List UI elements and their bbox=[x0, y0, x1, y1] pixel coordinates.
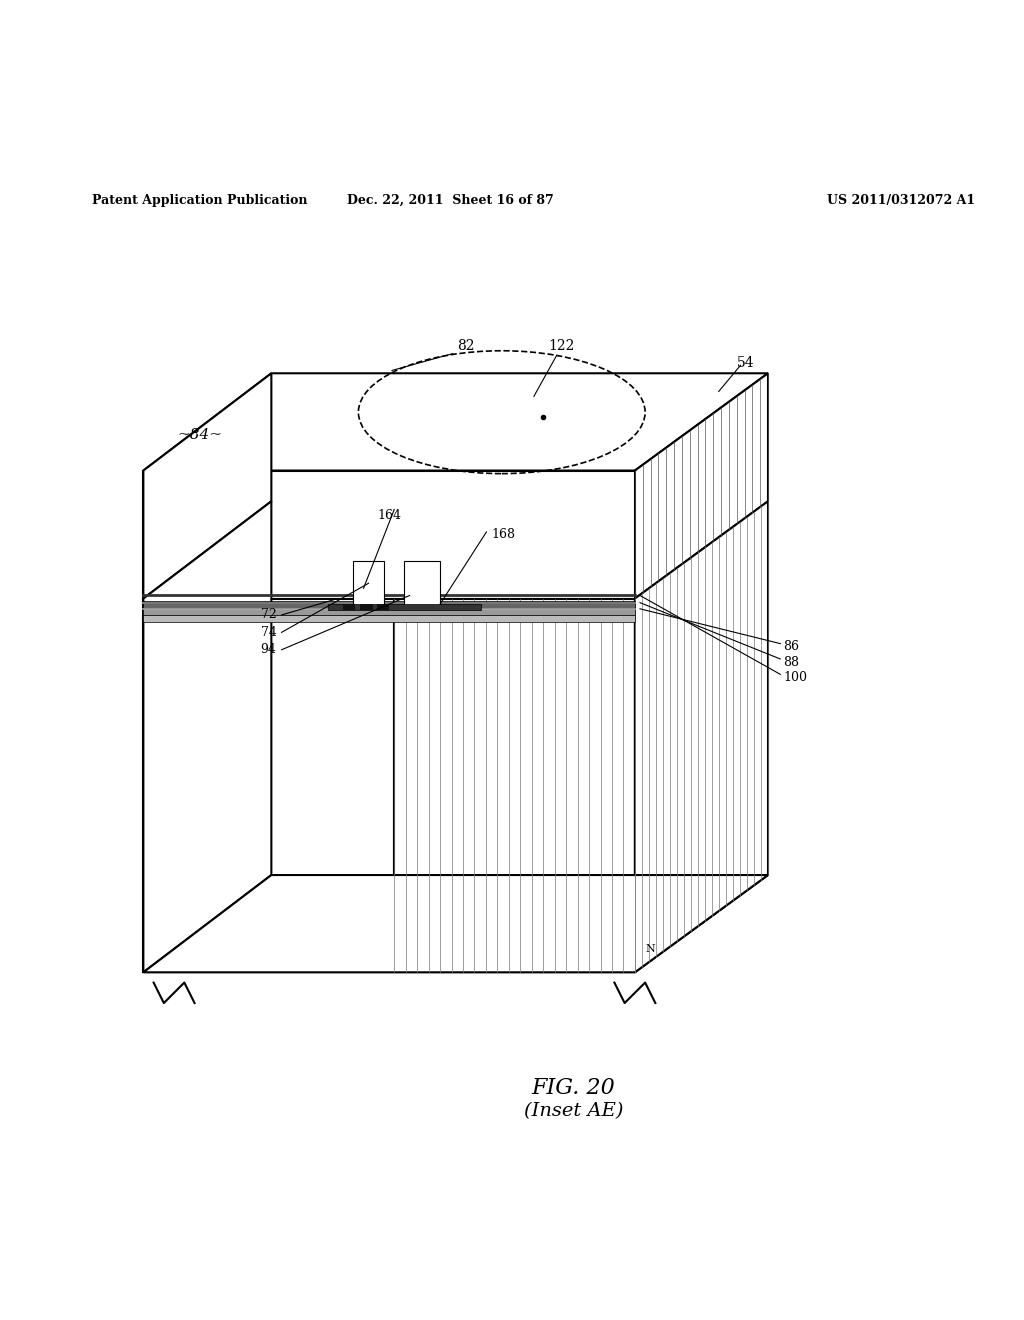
Text: 86: 86 bbox=[783, 640, 800, 653]
Text: 54: 54 bbox=[737, 356, 755, 370]
Text: Patent Application Publication: Patent Application Publication bbox=[92, 194, 307, 207]
Text: US 2011/0312072 A1: US 2011/0312072 A1 bbox=[827, 194, 975, 207]
Polygon shape bbox=[143, 615, 635, 622]
Text: 72: 72 bbox=[261, 609, 276, 622]
Polygon shape bbox=[143, 607, 635, 615]
Polygon shape bbox=[377, 603, 389, 610]
Polygon shape bbox=[143, 374, 768, 470]
Text: 88: 88 bbox=[783, 656, 800, 668]
Polygon shape bbox=[143, 598, 394, 973]
Text: FIG. 20: FIG. 20 bbox=[531, 1077, 615, 1098]
Text: 100: 100 bbox=[783, 671, 807, 684]
Text: 122: 122 bbox=[548, 339, 574, 352]
Polygon shape bbox=[394, 598, 635, 973]
Polygon shape bbox=[635, 374, 768, 598]
Polygon shape bbox=[343, 603, 355, 610]
Text: ~84~: ~84~ bbox=[177, 428, 222, 442]
Polygon shape bbox=[143, 470, 635, 598]
Polygon shape bbox=[143, 601, 635, 607]
Text: (Inset AE): (Inset AE) bbox=[523, 1102, 624, 1121]
Polygon shape bbox=[143, 502, 271, 973]
Polygon shape bbox=[635, 502, 768, 973]
Text: 82: 82 bbox=[457, 339, 475, 352]
Text: N: N bbox=[645, 944, 655, 954]
Text: 168: 168 bbox=[492, 528, 515, 541]
Text: Dec. 22, 2011  Sheet 16 of 87: Dec. 22, 2011 Sheet 16 of 87 bbox=[347, 194, 554, 207]
Polygon shape bbox=[328, 603, 481, 610]
Text: 94: 94 bbox=[260, 643, 276, 656]
Polygon shape bbox=[360, 603, 373, 610]
Polygon shape bbox=[404, 561, 440, 607]
Text: 164: 164 bbox=[377, 510, 401, 523]
Polygon shape bbox=[143, 875, 768, 973]
Polygon shape bbox=[143, 374, 271, 598]
Text: 74: 74 bbox=[260, 626, 276, 639]
Polygon shape bbox=[353, 561, 384, 607]
